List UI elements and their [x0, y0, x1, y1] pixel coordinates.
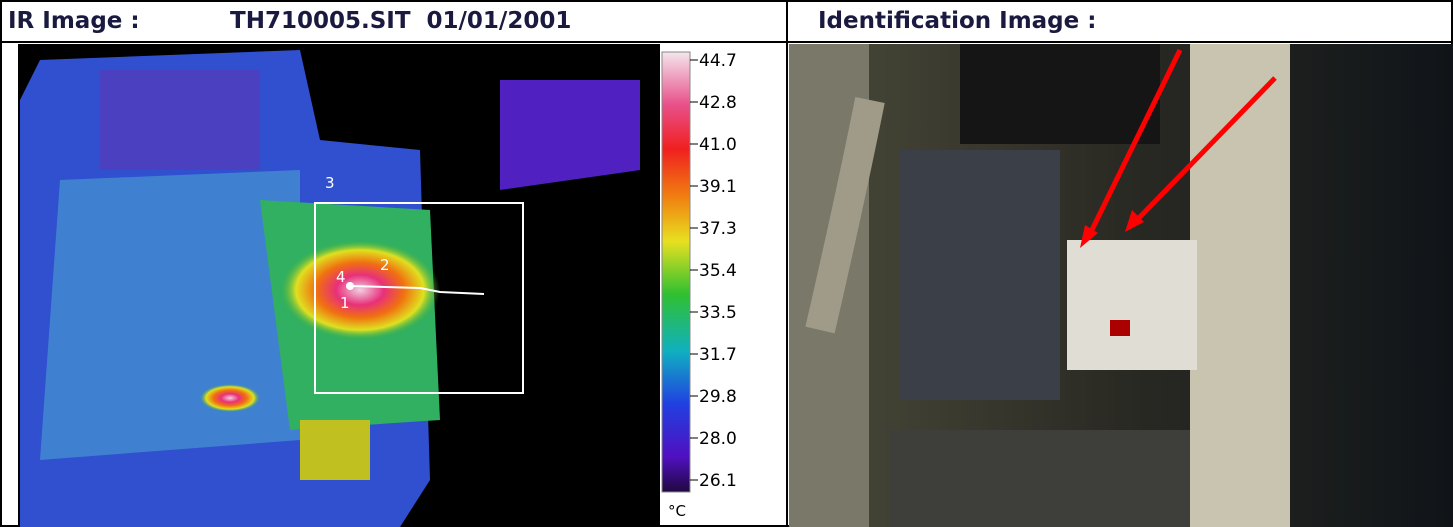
- scale-label: 26.1: [699, 471, 737, 491]
- scale-label: 42.8: [699, 93, 737, 113]
- marker-label: 4: [336, 268, 346, 286]
- marker-label: 1: [340, 294, 350, 312]
- scale-label: 28.0: [699, 429, 737, 449]
- ir-image: [18, 44, 691, 527]
- id-label: Identification Image :: [818, 8, 1097, 34]
- scale-label: 33.5: [699, 303, 737, 323]
- scale-label: 39.1: [699, 177, 737, 197]
- scale-label: 29.8: [699, 387, 737, 407]
- color-scale: 44.7 42.8 41.0 39.1 37.3 35.4 33.5 31.7 29.8 28.0…: [690, 51, 737, 491]
- scale-label: 44.7: [699, 51, 737, 71]
- identification-photo: [789, 44, 1453, 527]
- scale-label: 35.4: [699, 261, 737, 281]
- marker-label: 2: [380, 256, 390, 274]
- scale-unit: °C: [668, 502, 686, 520]
- ir-label: IR Image :: [8, 8, 140, 34]
- file-name: TH710005.SIT 01/01/2001: [230, 8, 572, 34]
- scale-label: 31.7: [699, 345, 737, 365]
- scale-label: 37.3: [699, 219, 737, 239]
- marker-label: 3: [325, 174, 335, 192]
- scale-label: 41.0: [699, 135, 737, 155]
